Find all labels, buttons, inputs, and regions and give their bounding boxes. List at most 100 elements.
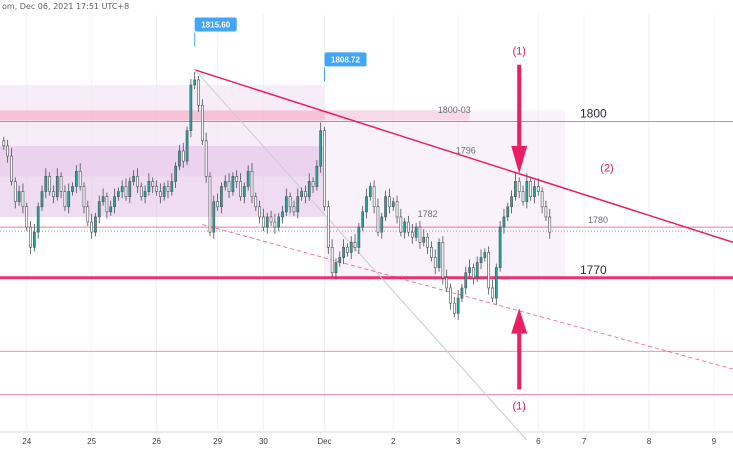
candle-body bbox=[216, 201, 219, 208]
candle-body bbox=[502, 216, 506, 228]
candle-body bbox=[10, 155, 13, 182]
candle-body bbox=[158, 191, 162, 197]
candle-body bbox=[346, 247, 349, 253]
candle-body bbox=[300, 191, 303, 197]
candle-body bbox=[97, 201, 101, 218]
candle-body bbox=[368, 186, 372, 197]
candle-body bbox=[258, 206, 261, 218]
candle-body bbox=[239, 181, 242, 197]
candle-body bbox=[63, 191, 67, 208]
candle-body bbox=[323, 130, 326, 208]
zone-label-1782: 1782 bbox=[418, 209, 438, 219]
candle-body bbox=[151, 181, 155, 187]
candle-body bbox=[445, 277, 449, 289]
x-tick-7: 7 bbox=[582, 437, 587, 446]
level-1770-label: 1770 bbox=[580, 263, 607, 277]
candle-body bbox=[521, 191, 525, 203]
candle-body bbox=[181, 150, 185, 162]
candle-body bbox=[475, 262, 479, 279]
candle-body bbox=[48, 176, 51, 192]
candle-body bbox=[536, 186, 540, 192]
x-tick-Dec: Dec bbox=[317, 437, 331, 446]
candle-body bbox=[189, 84, 193, 131]
candle-body bbox=[155, 186, 158, 192]
candle-body bbox=[376, 206, 380, 233]
candle-body bbox=[128, 181, 132, 197]
candle-body bbox=[418, 226, 422, 243]
candle-body bbox=[544, 206, 548, 218]
candle-body bbox=[391, 201, 395, 208]
arrow-up-head bbox=[511, 308, 528, 334]
candle-body bbox=[410, 231, 414, 238]
candle-body bbox=[200, 105, 204, 142]
candle-body bbox=[36, 206, 40, 233]
annotation-arrows bbox=[511, 64, 528, 390]
candle-body bbox=[33, 231, 36, 248]
candle-body bbox=[494, 267, 498, 299]
candle-body bbox=[338, 257, 342, 263]
x-tick-8: 8 bbox=[647, 437, 652, 446]
candle-body bbox=[2, 140, 6, 147]
candle-body bbox=[326, 206, 330, 248]
candle-body bbox=[40, 191, 44, 208]
x-tick-25: 25 bbox=[87, 437, 96, 446]
candle-body bbox=[342, 247, 345, 258]
candle-body bbox=[113, 196, 116, 208]
time-axis[interactable]: 24 25 26 29 30 Dec 2 3 6 7 8 9 bbox=[22, 437, 716, 446]
candle-body bbox=[357, 226, 361, 248]
candle-body bbox=[506, 206, 510, 218]
candle-body bbox=[208, 176, 212, 233]
candle-body bbox=[75, 170, 78, 187]
candle-body bbox=[71, 186, 74, 192]
candle-body bbox=[441, 241, 445, 279]
candle-body bbox=[242, 186, 246, 197]
candle-body bbox=[365, 196, 368, 213]
zone-inner bbox=[0, 145, 325, 217]
candle-body bbox=[288, 196, 292, 208]
candle-body bbox=[166, 186, 170, 192]
trendlines[interactable] bbox=[194, 69, 733, 441]
arrow-up-shaft bbox=[517, 333, 522, 390]
candle-body bbox=[334, 262, 338, 274]
candle-body bbox=[262, 216, 265, 228]
candle-body bbox=[220, 186, 223, 208]
candle-body bbox=[517, 181, 521, 192]
annotation-labels: (1) (2) (1) bbox=[512, 46, 613, 413]
candle-body bbox=[281, 211, 284, 218]
candle-body bbox=[525, 181, 529, 203]
annotation-2: (2) bbox=[600, 162, 613, 174]
candle-body bbox=[353, 241, 357, 248]
x-tick-29: 29 bbox=[213, 437, 222, 446]
candle-body bbox=[254, 196, 258, 208]
candle-body bbox=[460, 287, 464, 299]
candle-body bbox=[44, 176, 48, 192]
candle-body bbox=[296, 196, 300, 213]
candle-body bbox=[483, 252, 487, 258]
candle-body bbox=[136, 176, 139, 187]
candle-body bbox=[430, 247, 433, 258]
candle-body bbox=[174, 165, 177, 182]
candle-body bbox=[25, 206, 29, 228]
candle-body bbox=[139, 186, 143, 197]
candle-body bbox=[170, 181, 174, 192]
candle-body bbox=[265, 216, 269, 228]
candle-body bbox=[491, 287, 494, 299]
candle-body bbox=[269, 216, 273, 223]
candle-body bbox=[101, 196, 105, 203]
support-trendline bbox=[202, 224, 733, 370]
candle-body bbox=[235, 176, 239, 182]
candle-body bbox=[86, 206, 90, 223]
candle-body bbox=[178, 150, 181, 167]
arrow-down-head bbox=[511, 145, 528, 174]
candle-body bbox=[388, 196, 391, 208]
candle-body bbox=[185, 130, 189, 162]
candle-body bbox=[212, 201, 216, 233]
candle-body bbox=[399, 216, 403, 233]
candle-body bbox=[143, 191, 147, 197]
candle-body bbox=[414, 226, 418, 238]
candle-body bbox=[384, 196, 387, 218]
candle-body bbox=[105, 196, 109, 213]
candle-body bbox=[124, 186, 128, 197]
candle-body bbox=[132, 176, 135, 182]
